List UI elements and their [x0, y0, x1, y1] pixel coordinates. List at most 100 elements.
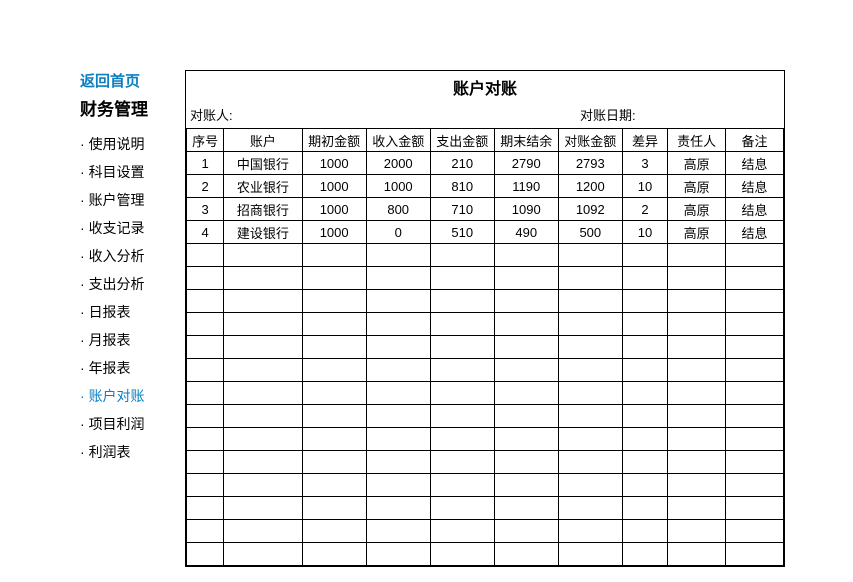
empty-cell[interactable] [726, 520, 784, 543]
empty-cell[interactable] [224, 451, 302, 474]
empty-cell[interactable] [224, 359, 302, 382]
empty-cell[interactable] [558, 336, 622, 359]
empty-cell[interactable] [430, 290, 494, 313]
cell-2-0[interactable]: 3 [187, 198, 224, 221]
empty-cell[interactable] [187, 520, 224, 543]
empty-cell[interactable] [494, 451, 558, 474]
empty-cell[interactable] [366, 497, 430, 520]
empty-cell[interactable] [224, 405, 302, 428]
cell-3-8[interactable]: 高原 [668, 221, 726, 244]
empty-cell[interactable] [430, 451, 494, 474]
cell-3-0[interactable]: 4 [187, 221, 224, 244]
empty-cell[interactable] [224, 244, 302, 267]
empty-cell[interactable] [187, 497, 224, 520]
empty-cell[interactable] [668, 474, 726, 497]
empty-cell[interactable] [366, 267, 430, 290]
empty-cell[interactable] [668, 336, 726, 359]
empty-cell[interactable] [668, 290, 726, 313]
empty-cell[interactable] [726, 359, 784, 382]
sidebar-item-0[interactable]: 使用说明 [80, 130, 185, 158]
empty-cell[interactable] [726, 244, 784, 267]
empty-cell[interactable] [366, 520, 430, 543]
empty-cell[interactable] [302, 543, 366, 566]
cell-1-3[interactable]: 1000 [366, 175, 430, 198]
empty-cell[interactable] [558, 497, 622, 520]
empty-cell[interactable] [187, 313, 224, 336]
empty-cell[interactable] [494, 543, 558, 566]
empty-cell[interactable] [366, 451, 430, 474]
empty-cell[interactable] [187, 290, 224, 313]
empty-cell[interactable] [302, 313, 366, 336]
cell-3-7[interactable]: 10 [622, 221, 667, 244]
sidebar-item-4[interactable]: 收入分析 [80, 242, 185, 270]
empty-cell[interactable] [668, 405, 726, 428]
empty-cell[interactable] [430, 244, 494, 267]
cell-3-5[interactable]: 490 [494, 221, 558, 244]
empty-cell[interactable] [622, 497, 667, 520]
cell-1-8[interactable]: 高原 [668, 175, 726, 198]
cell-2-5[interactable]: 1090 [494, 198, 558, 221]
empty-cell[interactable] [302, 405, 366, 428]
empty-cell[interactable] [224, 313, 302, 336]
cell-1-5[interactable]: 1190 [494, 175, 558, 198]
empty-cell[interactable] [187, 428, 224, 451]
empty-cell[interactable] [726, 543, 784, 566]
empty-cell[interactable] [187, 543, 224, 566]
cell-0-2[interactable]: 1000 [302, 152, 366, 175]
empty-cell[interactable] [726, 290, 784, 313]
empty-cell[interactable] [622, 336, 667, 359]
empty-cell[interactable] [366, 382, 430, 405]
empty-cell[interactable] [302, 244, 366, 267]
cell-1-4[interactable]: 810 [430, 175, 494, 198]
empty-cell[interactable] [622, 474, 667, 497]
empty-cell[interactable] [224, 520, 302, 543]
empty-cell[interactable] [668, 267, 726, 290]
empty-cell[interactable] [726, 451, 784, 474]
cell-2-6[interactable]: 1092 [558, 198, 622, 221]
empty-cell[interactable] [668, 313, 726, 336]
empty-cell[interactable] [668, 543, 726, 566]
empty-cell[interactable] [494, 497, 558, 520]
empty-cell[interactable] [668, 428, 726, 451]
empty-cell[interactable] [366, 543, 430, 566]
sidebar-item-8[interactable]: 年报表 [80, 354, 185, 382]
empty-cell[interactable] [302, 290, 366, 313]
cell-0-9[interactable]: 结息 [726, 152, 784, 175]
cell-3-3[interactable]: 0 [366, 221, 430, 244]
empty-cell[interactable] [430, 474, 494, 497]
empty-cell[interactable] [622, 520, 667, 543]
empty-cell[interactable] [494, 405, 558, 428]
empty-cell[interactable] [430, 497, 494, 520]
empty-cell[interactable] [187, 405, 224, 428]
empty-cell[interactable] [224, 267, 302, 290]
empty-cell[interactable] [224, 428, 302, 451]
empty-cell[interactable] [558, 543, 622, 566]
empty-cell[interactable] [224, 290, 302, 313]
sidebar-item-6[interactable]: 日报表 [80, 298, 185, 326]
sidebar-item-5[interactable]: 支出分析 [80, 270, 185, 298]
sidebar-item-2[interactable]: 账户管理 [80, 186, 185, 214]
empty-cell[interactable] [302, 382, 366, 405]
cell-2-2[interactable]: 1000 [302, 198, 366, 221]
cell-2-7[interactable]: 2 [622, 198, 667, 221]
home-link[interactable]: 返回首页 [80, 70, 185, 91]
empty-cell[interactable] [558, 267, 622, 290]
cell-1-1[interactable]: 农业银行 [224, 175, 302, 198]
sidebar-item-7[interactable]: 月报表 [80, 326, 185, 354]
empty-cell[interactable] [302, 474, 366, 497]
empty-cell[interactable] [726, 267, 784, 290]
empty-cell[interactable] [187, 451, 224, 474]
empty-cell[interactable] [622, 267, 667, 290]
cell-3-2[interactable]: 1000 [302, 221, 366, 244]
empty-cell[interactable] [430, 359, 494, 382]
empty-cell[interactable] [366, 244, 430, 267]
empty-cell[interactable] [366, 405, 430, 428]
empty-cell[interactable] [726, 405, 784, 428]
empty-cell[interactable] [187, 474, 224, 497]
empty-cell[interactable] [726, 382, 784, 405]
cell-0-7[interactable]: 3 [622, 152, 667, 175]
empty-cell[interactable] [668, 497, 726, 520]
empty-cell[interactable] [494, 313, 558, 336]
empty-cell[interactable] [224, 382, 302, 405]
sidebar-item-9[interactable]: 账户对账 [80, 382, 185, 410]
